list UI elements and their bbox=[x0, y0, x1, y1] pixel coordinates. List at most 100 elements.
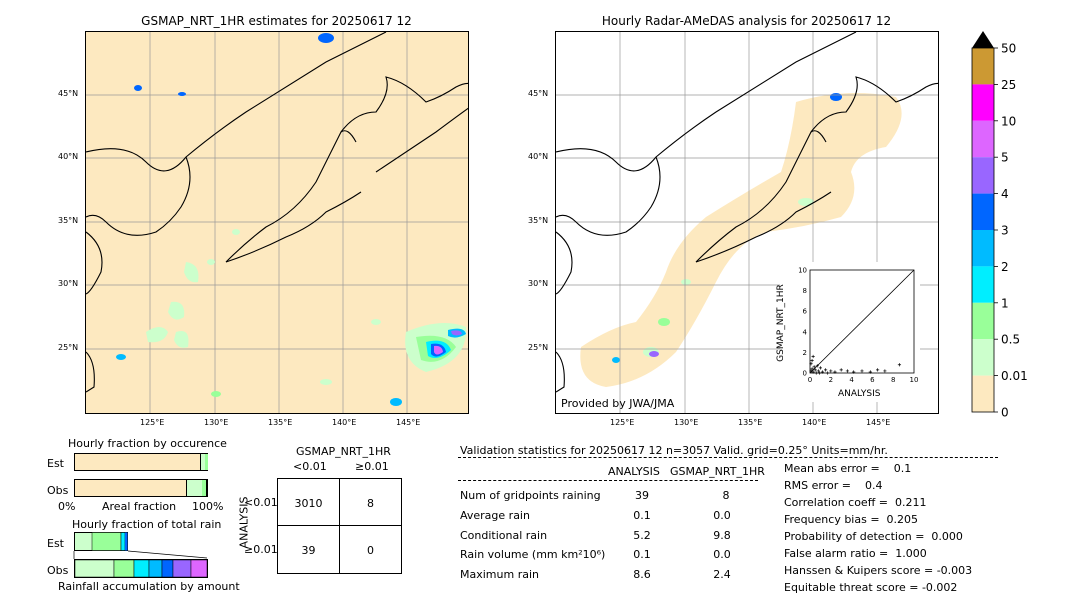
map-credit: Provided by JWA/JMA bbox=[561, 397, 675, 410]
scatter-plot: 0 2 4 6 8 10 0 2 4 6 8 10 bbox=[798, 267, 919, 385]
left-map-svg bbox=[86, 32, 468, 413]
scatter-point bbox=[817, 371, 821, 375]
colorbar-segment bbox=[972, 84, 994, 121]
contingency-table: 3010 8 39 0 bbox=[277, 478, 402, 574]
validation-row-label: Average rain bbox=[460, 509, 530, 522]
lat-tick-label: 25°N bbox=[528, 343, 549, 352]
lon-tick-label: 130°E bbox=[674, 418, 699, 427]
scatter-point bbox=[826, 371, 830, 375]
lon-tick-label: 145°E bbox=[866, 418, 891, 427]
scatter-y-tick: 10 bbox=[798, 267, 807, 275]
scatter-point bbox=[833, 370, 837, 374]
scatter-point bbox=[818, 366, 822, 370]
validation-row-label: Rain volume (mm km²10⁶) bbox=[460, 548, 606, 561]
validation-row-gsmap: 0.0 bbox=[713, 509, 731, 522]
contingency-cell: 8 bbox=[367, 497, 374, 510]
colorbar-label: 3 bbox=[1001, 224, 1009, 238]
scatter-point bbox=[812, 365, 816, 369]
occurrence-x-max: 100% bbox=[192, 500, 224, 513]
colorbar-label: 0 bbox=[1001, 406, 1009, 420]
contingency-col-header: <0.01 bbox=[293, 460, 327, 473]
contingency-cell: 3010 bbox=[294, 497, 323, 510]
scatter-x-tick: 10 bbox=[910, 376, 919, 384]
scatter-point bbox=[811, 354, 815, 359]
right-map-gridlines bbox=[556, 32, 938, 413]
score-line: Correlation coeff = 0.211 bbox=[784, 496, 927, 509]
scatter-xlabel: ANALYSIS bbox=[838, 389, 881, 399]
scatter-point bbox=[809, 369, 813, 373]
colorbar-segment bbox=[972, 193, 994, 230]
colorbar-label: 0.01 bbox=[1001, 369, 1028, 383]
lat-tick-label: 40°N bbox=[528, 152, 549, 161]
scatter-point bbox=[876, 368, 880, 372]
rain-fraction-bars bbox=[73, 532, 208, 578]
scatter-point bbox=[810, 367, 814, 371]
colorbar-segment bbox=[972, 375, 994, 412]
colorbar: 50 25 10 5 4 3 2 1 0.5 0.01 0 bbox=[971, 31, 1028, 420]
right-map-svg bbox=[556, 32, 938, 413]
score-line: Mean abs error = 0.1 bbox=[784, 462, 912, 475]
validation-col-analysis: ANALYSIS bbox=[608, 465, 660, 478]
occurrence-x-min: 0% bbox=[58, 500, 76, 513]
score-line: Hanssen & Kuipers score = -0.003 bbox=[784, 564, 973, 577]
left-map bbox=[85, 31, 469, 414]
scatter-point bbox=[820, 370, 825, 374]
scatter-point bbox=[815, 364, 819, 368]
colorbar-label: 50 bbox=[1001, 42, 1016, 56]
scatter-point bbox=[845, 369, 850, 373]
scatter-point bbox=[813, 368, 817, 372]
left-map-title: GSMAP_NRT_1HR estimates for 20250617 12 bbox=[141, 14, 412, 28]
lon-tick-label: 125°E bbox=[610, 418, 635, 427]
colorbar-segment bbox=[972, 302, 994, 340]
left-map-rain bbox=[116, 33, 467, 406]
colorbar-segment bbox=[972, 266, 994, 303]
colorbar-label: 25 bbox=[1001, 78, 1016, 92]
contingency-cell: 0 bbox=[367, 544, 374, 557]
scatter-point bbox=[897, 363, 902, 367]
lon-tick-label: 145°E bbox=[396, 418, 421, 427]
left-map-coast bbox=[86, 32, 468, 393]
occurrence-obs-bar bbox=[74, 479, 208, 497]
scatter-x-tick: 0 bbox=[808, 376, 812, 384]
lon-tick-label: 140°E bbox=[802, 418, 827, 427]
contingency-row-header: ≥0.01 bbox=[244, 543, 278, 556]
validation-row-gsmap: 0.0 bbox=[713, 548, 731, 561]
scatter-x-tick: 4 bbox=[849, 376, 854, 384]
lat-tick-label: 30°N bbox=[58, 279, 79, 288]
scatter-x-tick: 2 bbox=[829, 376, 833, 384]
score-line: False alarm ratio = 1.000 bbox=[784, 547, 927, 560]
validation-row-analysis: 0.1 bbox=[633, 548, 651, 561]
colorbar-label: 2 bbox=[1001, 260, 1009, 274]
colorbar-label: 0.5 bbox=[1001, 333, 1020, 347]
validation-row-analysis: 5.2 bbox=[633, 529, 651, 542]
validation-row-label: Num of gridpoints raining bbox=[460, 489, 601, 502]
scatter-point bbox=[829, 369, 833, 373]
scatter-ylabel: GSMAP_NRT_1HR bbox=[775, 284, 786, 362]
score-line: Frequency bias = 0.205 bbox=[784, 513, 919, 526]
contingency-row-header: <0.01 bbox=[244, 496, 278, 509]
lat-tick-label: 45°N bbox=[528, 89, 549, 98]
scatter-y-tick: 6 bbox=[803, 308, 808, 316]
scatter-point bbox=[883, 369, 887, 373]
lon-tick-label: 140°E bbox=[332, 418, 357, 427]
validation-row-gsmap: 8 bbox=[722, 489, 730, 502]
scatter-x-tick: 8 bbox=[891, 376, 895, 384]
scatter-x-tick: 6 bbox=[870, 376, 875, 384]
colorbar-segment bbox=[972, 157, 994, 194]
occurrence-obs-label: Obs bbox=[47, 484, 69, 497]
occurrence-title: Hourly fraction by occurence bbox=[68, 437, 227, 450]
score-line: Probability of detection = 0.000 bbox=[784, 530, 963, 543]
colorbar-segment bbox=[972, 339, 994, 376]
scatter-diagonal bbox=[809, 269, 915, 374]
contingency-col-header: ≥0.01 bbox=[355, 460, 389, 473]
lat-tick-label: 35°N bbox=[528, 216, 549, 225]
score-line: Equitable threat score = -0.002 bbox=[784, 581, 958, 594]
occurrence-est-bar bbox=[74, 453, 208, 471]
validation-col-divider bbox=[458, 480, 758, 481]
contingency-cell: 39 bbox=[301, 544, 316, 557]
scatter-point bbox=[852, 370, 856, 374]
scatter-point bbox=[839, 368, 843, 372]
scatter-point bbox=[824, 368, 828, 372]
rain-fraction-xlabel: Rainfall accumulation by amount bbox=[58, 580, 240, 593]
lat-tick-label: 35°N bbox=[58, 216, 79, 225]
